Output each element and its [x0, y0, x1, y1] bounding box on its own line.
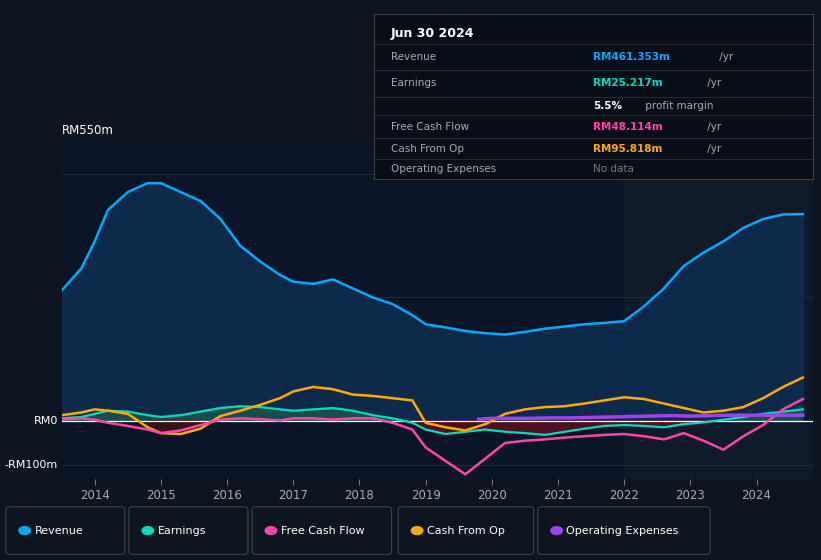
Text: Free Cash Flow: Free Cash Flow [281, 526, 365, 535]
Text: Earnings: Earnings [158, 526, 206, 535]
Text: /yr: /yr [704, 143, 721, 153]
Text: Revenue: Revenue [391, 52, 436, 62]
Text: RM95.818m: RM95.818m [594, 143, 663, 153]
Text: /yr: /yr [716, 52, 733, 62]
Text: profit margin: profit margin [642, 101, 714, 111]
Text: 5.5%: 5.5% [594, 101, 622, 111]
Text: /yr: /yr [704, 122, 721, 132]
Text: Free Cash Flow: Free Cash Flow [391, 122, 470, 132]
Text: RM0: RM0 [34, 416, 57, 426]
Text: Operating Expenses: Operating Expenses [566, 526, 679, 535]
Text: Operating Expenses: Operating Expenses [391, 164, 497, 174]
Text: -RM100m: -RM100m [5, 460, 57, 470]
Text: Jun 30 2024: Jun 30 2024 [391, 27, 475, 40]
Bar [624, 143, 813, 479]
Text: Earnings: Earnings [391, 78, 437, 88]
Text: Cash From Op: Cash From Op [427, 526, 505, 535]
Text: RM48.114m: RM48.114m [594, 122, 663, 132]
Text: RM25.217m: RM25.217m [594, 78, 663, 88]
Text: /yr: /yr [704, 78, 721, 88]
Text: No data: No data [594, 164, 634, 174]
Text: Revenue: Revenue [34, 526, 83, 535]
Text: RM550m: RM550m [62, 124, 113, 137]
Text: RM461.353m: RM461.353m [594, 52, 670, 62]
Text: Cash From Op: Cash From Op [391, 143, 464, 153]
